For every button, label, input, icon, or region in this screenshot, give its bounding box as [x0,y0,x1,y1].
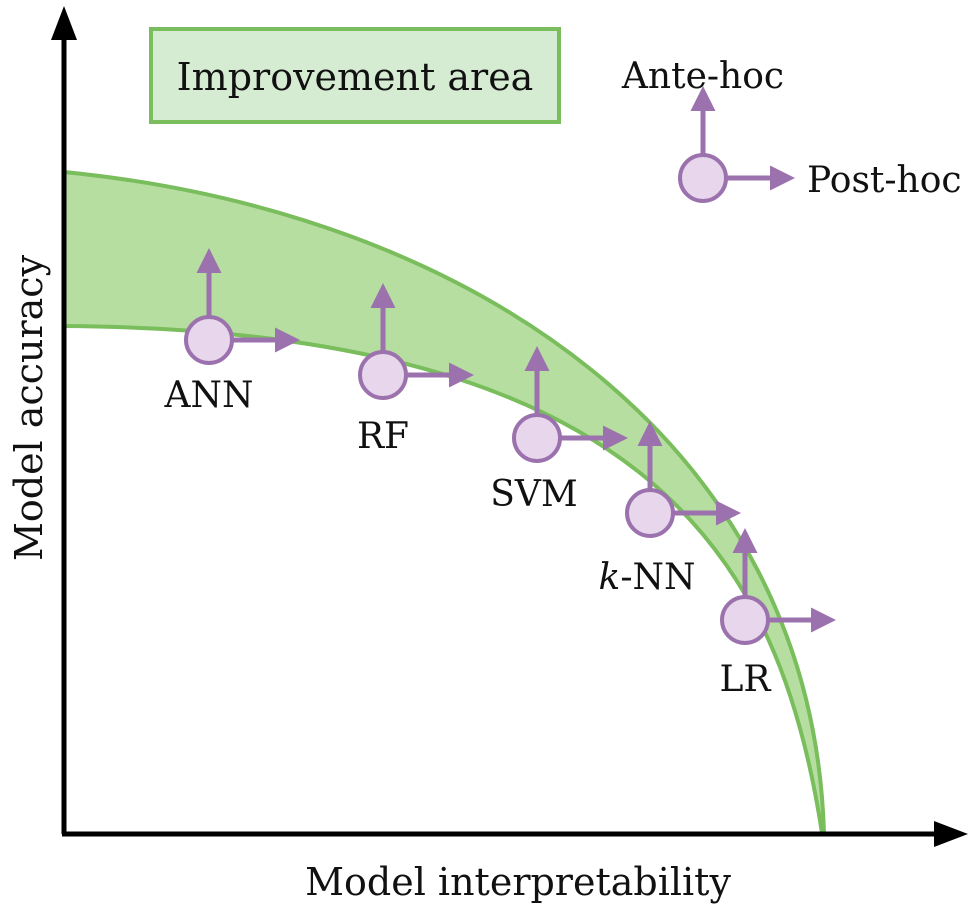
ante-hoc-label: Ante-hoc [621,56,784,97]
legend-node-icon [678,153,728,203]
model-node-knn: k-NN [599,421,741,598]
model-label-knn-italic: k [599,557,621,598]
improvement-area-legend: Improvement area [149,27,561,124]
y-axis-arrowhead [51,6,77,40]
y-axis-label: Model accuracy [7,254,51,561]
model-label-ann: ANN [164,375,254,416]
model-node-circle [625,488,675,538]
model-label-svm: SVM [490,474,578,515]
model-node-ann: ANN [164,248,300,416]
improvement-band [62,170,826,835]
model-label-knn-rest: -NN [620,557,695,598]
improvement-area-box [149,27,561,124]
model-node-circle [184,315,234,365]
model-label-rf: RF [357,416,409,457]
improvement-area-label: Improvement area [177,55,534,99]
explanation-legend: Ante-hoc Post-hoc [621,56,962,203]
x-axis-arrowhead [934,821,968,847]
model-node-rf: RF [357,283,474,457]
model-node-lr: LR [719,528,836,700]
model-label-lr: LR [719,659,771,700]
model-node-circle [720,595,770,645]
model-node-circle [358,350,408,400]
x-axis-label: Model interpretability [305,860,731,904]
post-hoc-label: Post-hoc [807,160,962,201]
axes [51,6,968,847]
model-label-knn: k-NN [599,557,696,598]
model-node-svm: SVM [490,346,628,515]
model-node-circle [512,413,562,463]
